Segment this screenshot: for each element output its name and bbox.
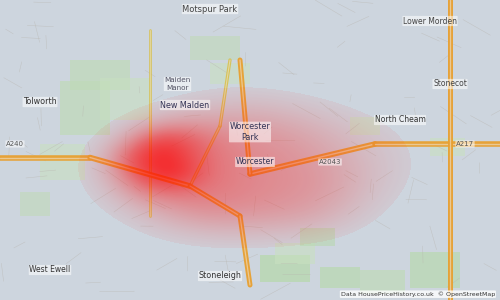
Bar	[40, 144, 85, 180]
Text: Worcester
Park: Worcester Park	[230, 122, 270, 142]
Bar	[300, 228, 335, 246]
Bar	[70, 60, 130, 90]
Text: Maiden
Manor: Maiden Manor	[164, 77, 190, 91]
Bar	[320, 267, 360, 288]
Text: Data HousePriceHistory.co.uk  © OpenStreetMap: Data HousePriceHistory.co.uk © OpenStree…	[341, 291, 495, 297]
Text: Tolworth: Tolworth	[23, 98, 57, 106]
Text: Lower Morden: Lower Morden	[403, 16, 457, 26]
Text: North Cheam: North Cheam	[374, 116, 426, 124]
Bar	[100, 78, 150, 120]
Text: Worcester: Worcester	[236, 158, 274, 166]
Bar	[60, 81, 110, 135]
Text: Stoneleigh: Stoneleigh	[198, 272, 242, 280]
Bar	[20, 192, 50, 216]
Text: Motspur Park: Motspur Park	[182, 4, 238, 14]
Text: A217: A217	[456, 141, 474, 147]
Bar	[360, 270, 405, 294]
Text: A2043: A2043	[319, 159, 341, 165]
Bar	[210, 63, 250, 84]
Bar	[190, 36, 240, 60]
Bar	[350, 117, 380, 135]
Bar	[410, 252, 460, 288]
Text: Stonecot: Stonecot	[433, 80, 467, 88]
Bar	[260, 255, 310, 282]
Bar	[430, 138, 465, 156]
Bar	[275, 243, 315, 264]
Text: A240: A240	[6, 141, 24, 147]
Text: New Malden: New Malden	[160, 100, 210, 109]
Text: West Ewell: West Ewell	[30, 266, 70, 274]
